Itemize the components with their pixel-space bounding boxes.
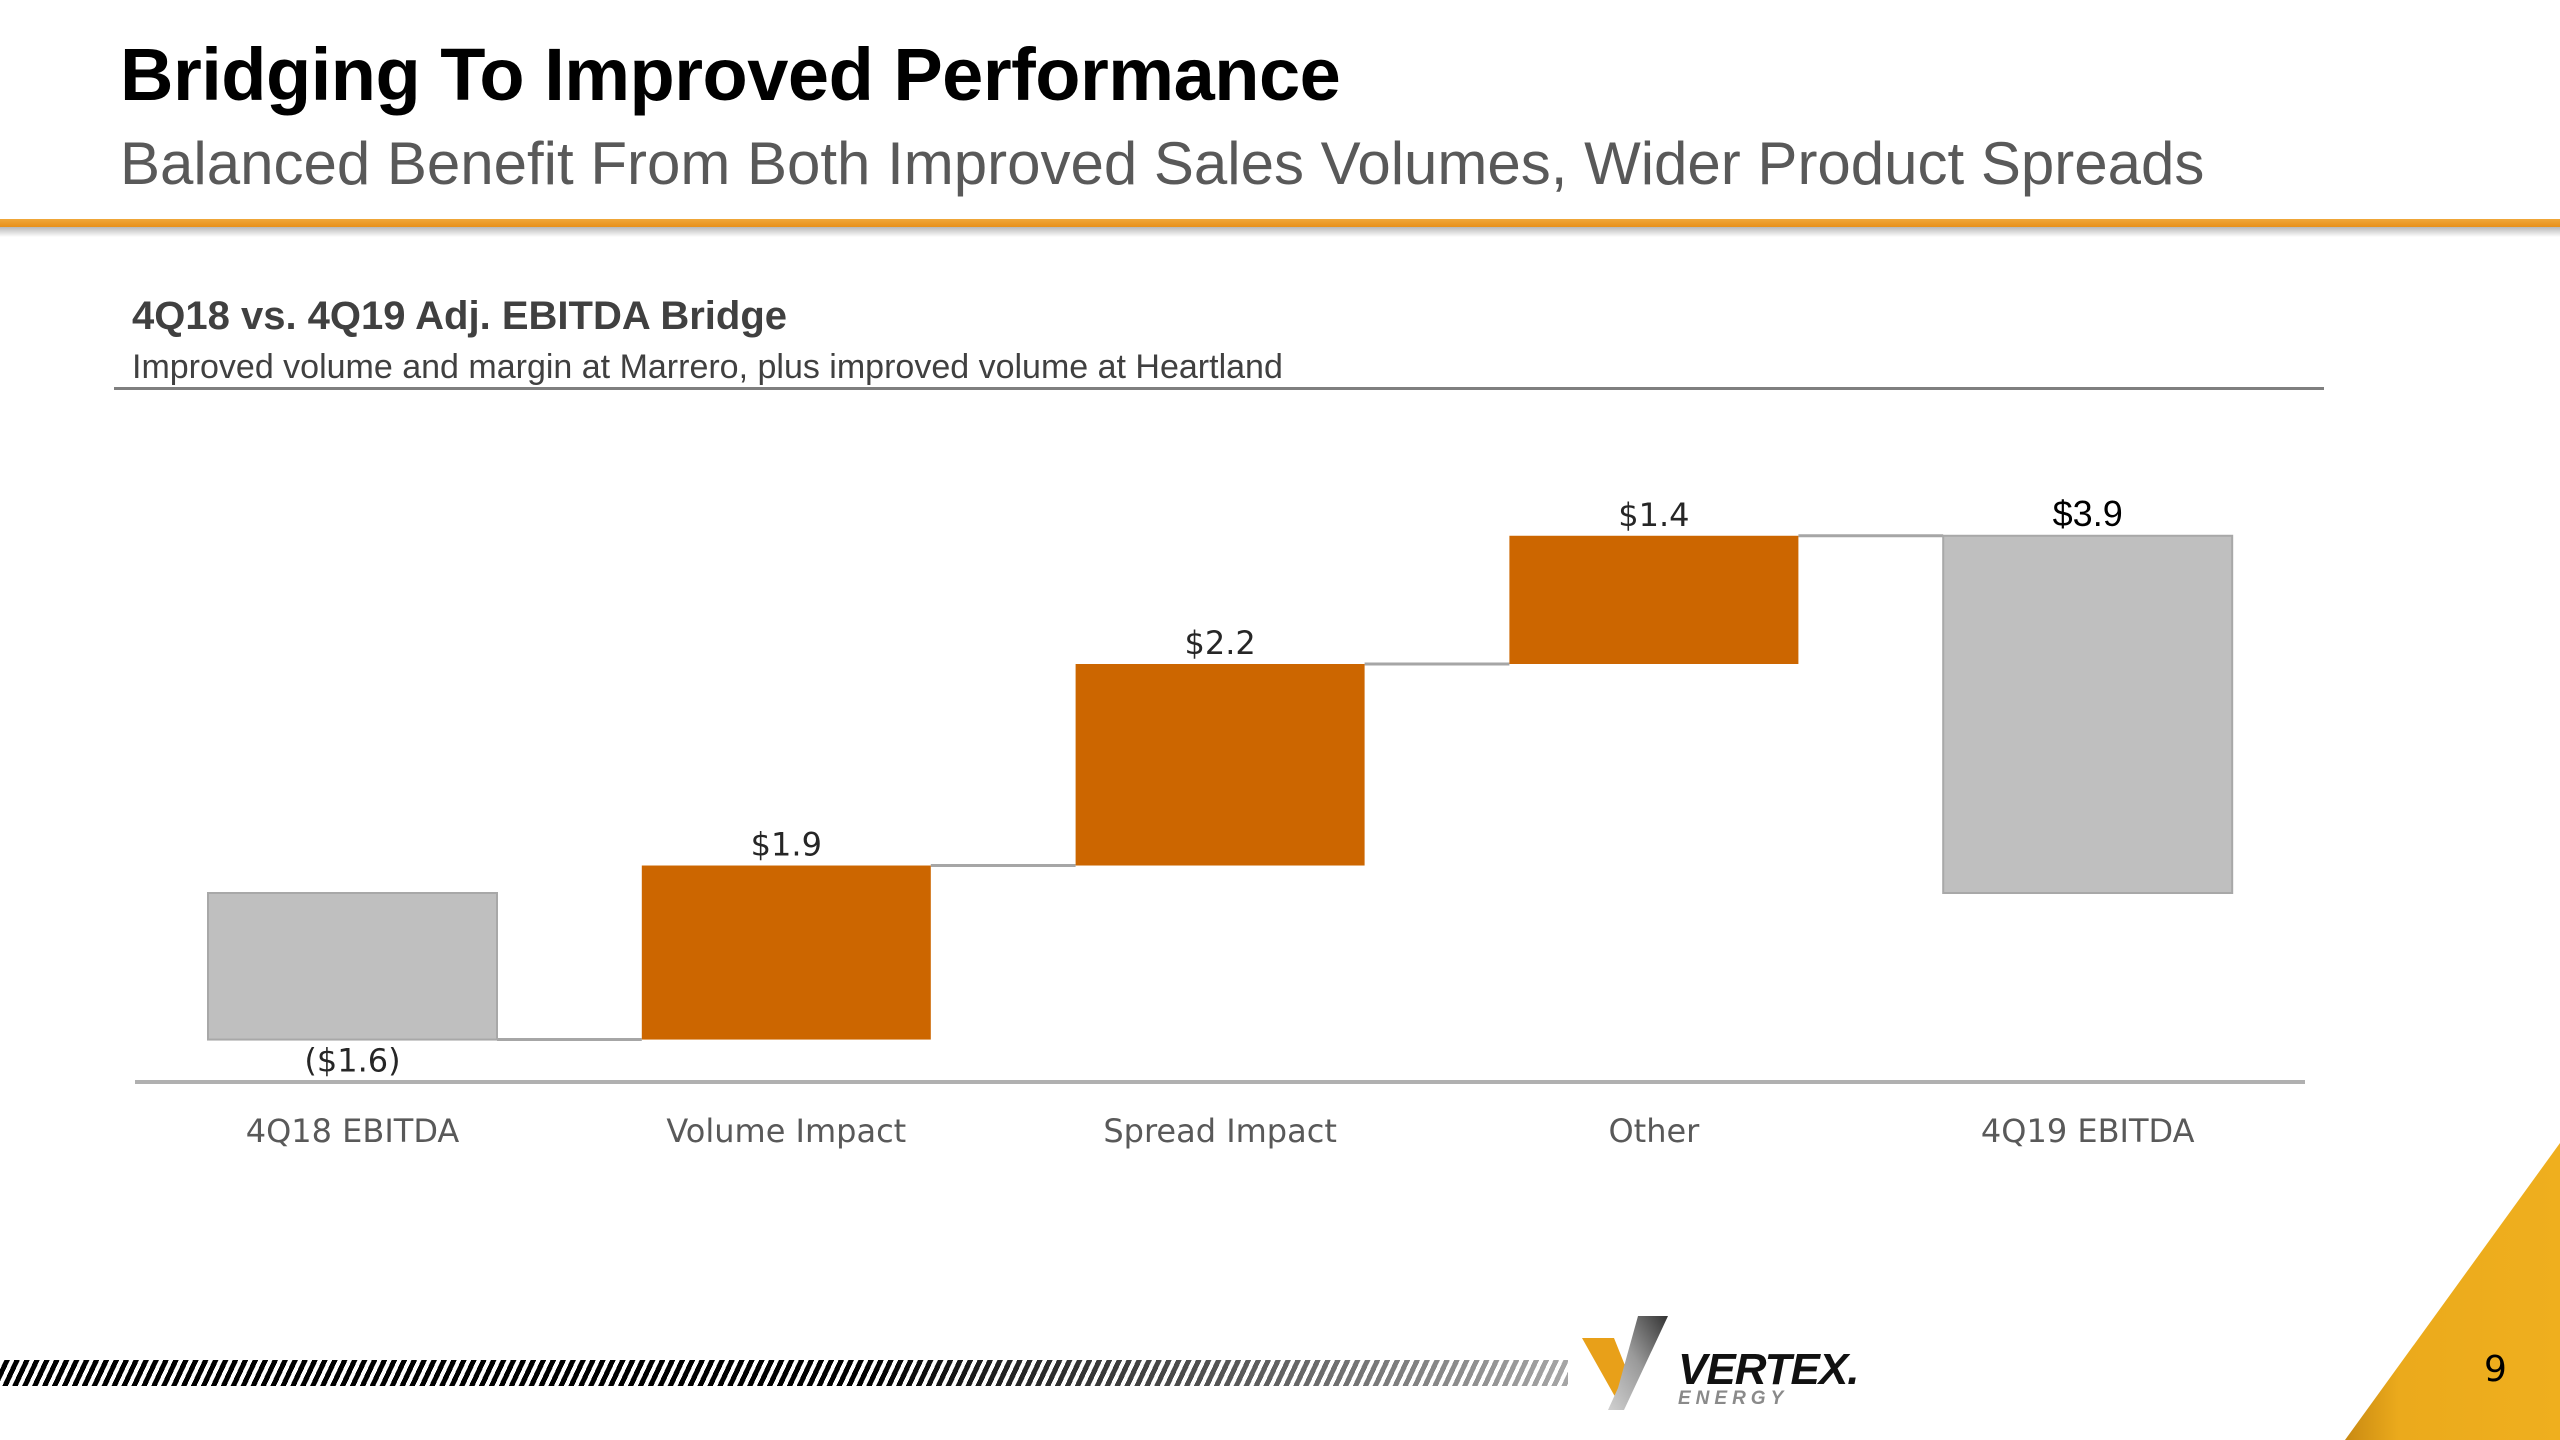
caption-divider — [114, 387, 2324, 390]
logo-wordmark: VERTEX. — [1678, 1345, 1859, 1394]
slide-title: Bridging To Improved Performance — [120, 33, 1341, 116]
page-number: 9 — [2484, 1349, 2507, 1390]
bar-spread-impact — [1075, 664, 1365, 866]
chart-caption: Improved volume and margin at Marrero, p… — [132, 348, 1283, 386]
category-label: 4Q19 EBITDA — [1981, 1112, 2195, 1150]
logo-subword: ENERGY — [1678, 1388, 1789, 1409]
footer-hatch-band — [0, 1360, 1568, 1386]
bar-other — [1509, 535, 1799, 664]
header-rule-shadow — [0, 227, 2560, 237]
bar-4q18-ebitda — [207, 892, 498, 1041]
chart-heading: 4Q18 vs. 4Q19 Adj. EBITDA Bridge — [132, 294, 788, 338]
connector-lines — [497, 534, 1944, 1042]
category-label: Spread Impact — [1103, 1112, 1337, 1150]
bars — [207, 534, 2234, 1041]
category-labels: 4Q18 EBITDA Volume Impact Spread Impact Oth… — [246, 1112, 2195, 1150]
value-label: $1.9 — [751, 826, 822, 864]
vertex-energy-logo: VERTEX. ENERGY — [1578, 1316, 1868, 1416]
category-label: 4Q18 EBITDA — [246, 1112, 460, 1150]
corner-accent-triangle — [2345, 1143, 2560, 1440]
slide-subtitle: Balanced Benefit From Both Improved Sale… — [120, 130, 2205, 197]
bar-4q19-ebitda — [1942, 534, 2234, 894]
value-label: $1.4 — [1618, 496, 1689, 534]
bar-volume-impact — [641, 865, 931, 1040]
value-label: ($1.6) — [304, 1042, 400, 1080]
value-label: $2.2 — [1184, 624, 1255, 662]
header-rule — [0, 219, 2560, 227]
category-label: Other — [1608, 1112, 1700, 1150]
category-label: Volume Impact — [666, 1112, 906, 1150]
value-label: $3.9 — [2053, 493, 2123, 534]
vertex-v-mark-icon — [1582, 1316, 1668, 1410]
value-labels: ($1.6) $1.9 $2.2 $1.4 $3.9 — [304, 493, 2122, 1080]
